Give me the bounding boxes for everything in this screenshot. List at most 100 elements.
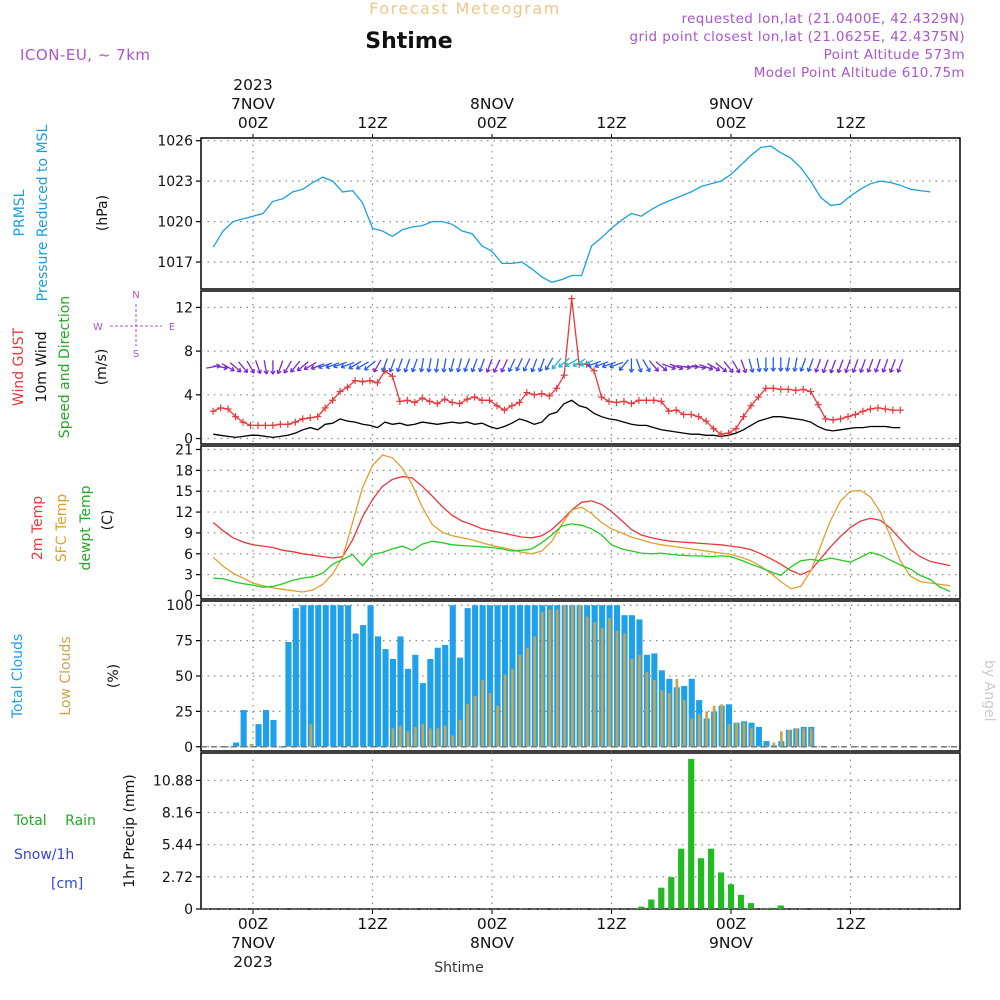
wind-arrow-head [822,369,827,374]
wind-arrow-head [745,368,748,373]
wind-arrow-head [657,367,659,372]
wind-10m-label: 10m Wind [34,331,50,402]
wind-arrow [283,360,292,374]
wind-arrow [723,361,734,373]
wind-arrow-head [340,366,346,369]
wind-arrow [457,358,463,373]
wind-arrow [756,357,761,372]
wind-arrow [381,358,388,372]
wind-arrow-head [471,368,476,373]
top-time-label: 7NOV [231,95,275,113]
wind-arrow-head [449,368,454,373]
low-cloud-bar [615,630,619,747]
wind-arrow-head [852,369,857,373]
y-tick-label: 2.72 [162,870,193,886]
low-cloud-bar [526,647,529,747]
low-cloud-bar [451,735,455,747]
wind-arrow-head [724,367,728,372]
precip-rain-label: Total Rain [13,813,96,829]
low-cloud-bar [556,609,559,747]
temp-sfc-line [212,454,951,593]
y-tick-label: 0 [184,432,193,448]
low-cloud-bar [391,728,395,747]
wind-arrow-head [545,367,550,371]
wind-arrow-head [640,368,643,373]
wind-arrow-head [664,366,668,371]
wind-arrow [545,357,554,371]
wind-arrow-head [464,368,469,373]
precip-bar [777,905,784,909]
temp-2m-label: 2m Temp [30,496,46,560]
low-cloud-bar [473,695,477,747]
wind-arrow-head [239,367,242,373]
compass-w: W [93,322,103,333]
wind-arrow-head [552,367,557,370]
precip-cm-label: [cm] [51,876,83,892]
wind-arrow [396,358,403,373]
total-cloud-bar [300,605,307,747]
wind-arrow-head [531,368,536,373]
product-title: Forecast Meteogram [369,0,560,18]
top-time-label: 00Z [238,114,268,132]
precip-bar [668,877,675,909]
low-cloud-bar [712,705,716,747]
footer-station: Shtime [434,960,483,976]
wind-arrow [859,359,866,373]
wind-arrow-head [486,369,491,373]
station-title: Shtime [365,29,452,54]
wind-arrow-head [373,369,378,373]
wind-unit: (m/s) [94,349,110,386]
bottom-time-label: 12Z [357,915,387,933]
low-cloud-bar [780,731,783,747]
wind-arrow-head [587,365,592,368]
total-cloud-bar [427,659,434,747]
wind-arrow-head [508,368,513,373]
temp-sfc-label: SFC Temp [54,494,70,563]
precip-bar [688,758,695,909]
wind-arrow [844,359,852,373]
bottom-time-label: 7NOV [231,934,275,952]
wind-arrow-head [897,369,902,373]
wind-arrow [364,360,376,371]
wind-arrow [471,358,478,373]
wind-arrow [389,358,396,373]
wind-arrow-head [318,367,323,370]
precip-bar [708,848,715,909]
total-cloud-bar [270,719,277,747]
low-cloud-bar [809,728,813,747]
wind-arrow-head [479,368,484,373]
y-tick-label: 100 [166,598,193,614]
low-cloud-bar [668,693,671,747]
wind-arrow [486,358,493,373]
wind-arrow-head [815,369,820,373]
low-cloud-bar [458,719,462,747]
wind-arrow [464,358,471,372]
wind-10m-line [213,399,901,439]
grid-point-location: grid point closest lon,lat (21.0625E, 42… [629,29,965,45]
wind-arrow [325,362,340,369]
wind-arrow [642,359,651,372]
wind-arrow-head [412,368,416,373]
wind-arrow-head [311,367,316,371]
low-cloud-bar [593,622,596,747]
wind-arrow-head [731,368,734,373]
low-cloud-bar [466,704,469,747]
precip-bars [201,758,960,910]
wind-arrow-head [609,366,614,369]
wind-arrow [822,359,829,374]
total-cloud-bar [375,636,382,747]
low-cloud-bar [511,668,514,747]
low-cloud-bar [563,605,567,747]
wind-arrow-head [246,368,249,373]
total-cloud-bar [412,654,419,747]
compass-n: N [132,290,139,301]
precip-bar [718,872,725,909]
low-cloud-bar [496,705,499,747]
wind-arrow-head [800,368,805,372]
watermark: by Angel [981,660,997,721]
total-cloud-bar [255,724,262,747]
wind-arrow [290,360,301,373]
low-cloud-bar [570,605,574,747]
precip-bar [727,884,735,909]
